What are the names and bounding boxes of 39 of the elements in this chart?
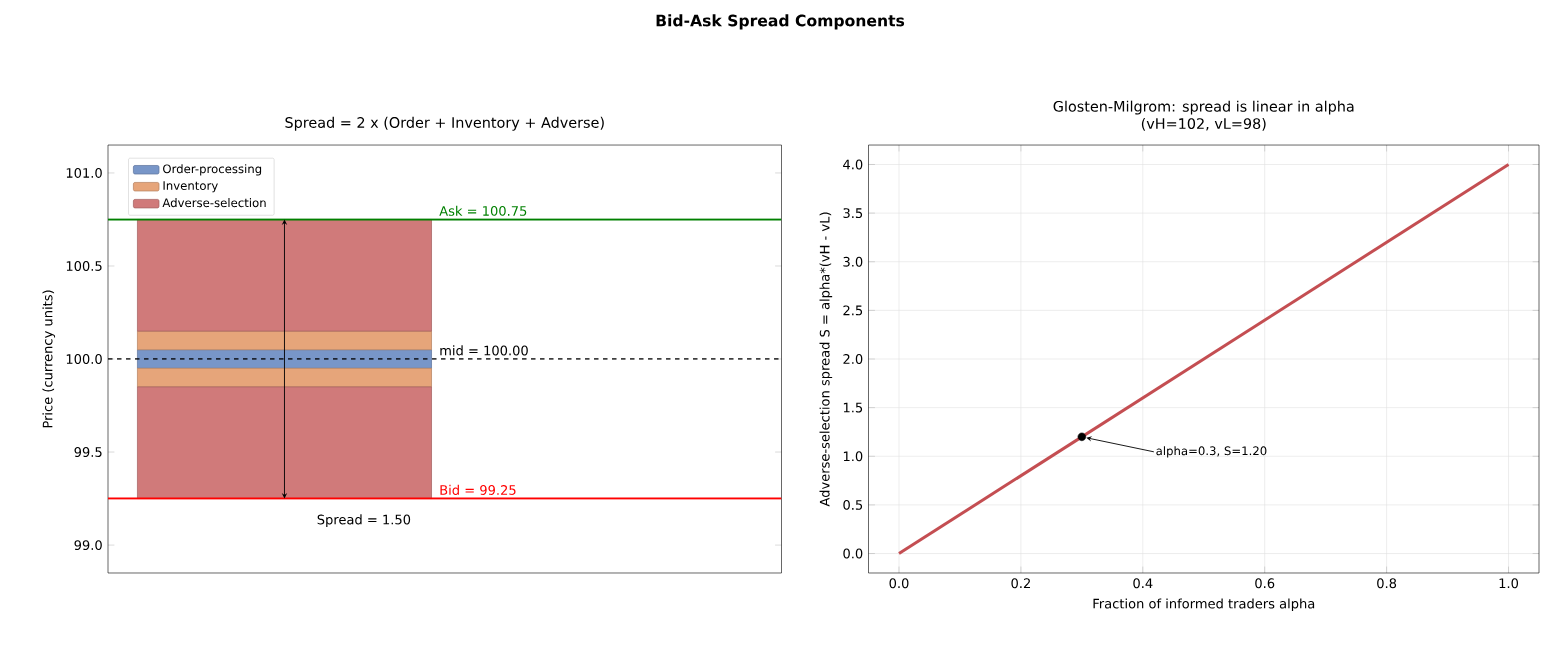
bar xyxy=(137,367,432,388)
chart-title: Glosten-Milgrom: spread is linear in alpha xyxy=(1053,100,1354,115)
y-tick-label: 2.5 xyxy=(843,305,863,316)
bar xyxy=(137,219,432,332)
x-tick-label: 0.2 xyxy=(1011,578,1030,589)
bar xyxy=(137,330,432,351)
y-tick-label: 0.5 xyxy=(843,500,863,510)
ref-line-label: Bid = 99.25 xyxy=(440,484,516,495)
y-tick-label: 2.0 xyxy=(843,354,863,364)
annotation: alpha=0.3, S=1.20 xyxy=(1156,446,1267,458)
y-tick-label: 1.0 xyxy=(843,451,863,462)
y-tick-label: 100.5 xyxy=(66,261,102,271)
bar xyxy=(137,386,432,499)
annotation: Spread = 1.50 xyxy=(317,514,411,528)
x-tick-label: 0.4 xyxy=(1133,578,1153,589)
x-tick-label: 0.6 xyxy=(1255,578,1275,589)
chart-subtitle: (vH=102, vL=98) xyxy=(1141,117,1266,131)
y-tick-label: 100.0 xyxy=(66,354,102,364)
y-tick-label: 0.0 xyxy=(843,548,863,559)
ref-line-label: Ask = 100.75 xyxy=(439,205,527,216)
y-tick-label: 101.0 xyxy=(66,168,102,178)
legend-label: Order-processing xyxy=(163,164,262,176)
legend-label: Adverse-selection xyxy=(162,198,266,208)
x-tick-label: 1.0 xyxy=(1499,578,1519,589)
x-axis-title: Fraction of informed traders alpha xyxy=(1093,598,1315,612)
y-tick-label: 99.0 xyxy=(74,540,102,551)
legend-label: Inventory xyxy=(163,181,218,193)
y-tick-label: 99.5 xyxy=(74,447,102,458)
y-tick-label: 3.0 xyxy=(843,256,863,267)
y-axis-title: Price (currency units) xyxy=(42,290,56,428)
y-tick-label: 4.0 xyxy=(843,159,863,170)
y-tick-label: 3.5 xyxy=(843,208,863,219)
y-axis-title: Adverse-selection spread S = alpha*(vH - vL) xyxy=(819,212,833,507)
y-tick-label: 1.5 xyxy=(843,402,863,413)
ref-line-label: mid = 100.00 xyxy=(440,345,528,356)
chart-title: Bid-Ask Spread Components xyxy=(656,14,905,30)
x-tick-label: 0.0 xyxy=(889,578,909,589)
chart-subtitle: Spread = 2 x (Order + Inventory + Adverse) xyxy=(285,116,604,131)
x-tick-label: 0.8 xyxy=(1377,578,1397,589)
